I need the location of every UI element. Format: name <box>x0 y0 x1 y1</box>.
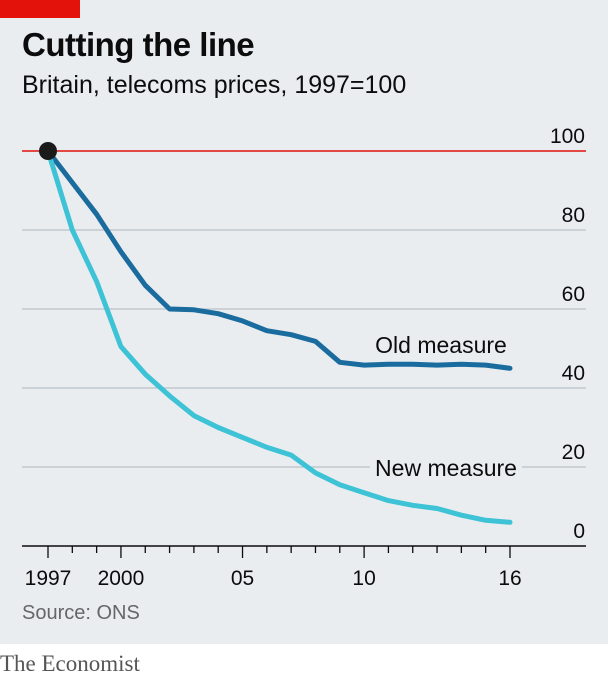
series-label-bg-old-measure <box>365 332 517 360</box>
x-axis-labels: 1997 2000 05 10 16 <box>25 567 522 590</box>
series-line-old-measure <box>45 148 513 371</box>
series-lines <box>39 142 513 525</box>
y-tick-label-40: 40 <box>562 362 585 385</box>
y-tick-label-80: 80 <box>562 204 585 227</box>
series-label-old-measure: Old measure <box>375 332 507 358</box>
x-tick-label-16: 16 <box>498 567 521 590</box>
y-tick-label-60: 60 <box>562 283 585 306</box>
x-tick-label-10: 10 <box>352 567 375 590</box>
brand-red-tag <box>0 0 80 18</box>
x-tick-label-1997: 1997 <box>25 567 72 590</box>
publisher-logo: The Economist <box>0 651 140 676</box>
series-line-new-measure <box>45 148 513 525</box>
start-marker-dot <box>39 142 57 160</box>
x-axis <box>22 545 586 558</box>
y-tick-label-0: 0 <box>573 520 585 543</box>
series-labels: Old measure New measure <box>365 332 522 483</box>
chart-subtitle: Britain, telecoms prices, 1997=100 <box>22 71 407 99</box>
source-note: Source: ONS <box>22 602 140 624</box>
line-chart: 0 20 40 60 80 100 1997 2000 05 10 16 Old measure N… <box>22 125 586 590</box>
y-tick-label-20: 20 <box>562 441 585 464</box>
series-label-new-measure: New measure <box>375 455 517 481</box>
x-tick-label-05: 05 <box>231 567 254 590</box>
series-label-bg-new-measure <box>370 455 522 483</box>
y-axis-labels: 0 20 40 60 80 100 <box>550 125 585 543</box>
x-tick-label-2000: 2000 <box>98 567 145 590</box>
chart-panel <box>0 0 608 644</box>
y-tick-label-100: 100 <box>550 125 585 148</box>
chart-title: Cutting the line <box>22 26 255 63</box>
